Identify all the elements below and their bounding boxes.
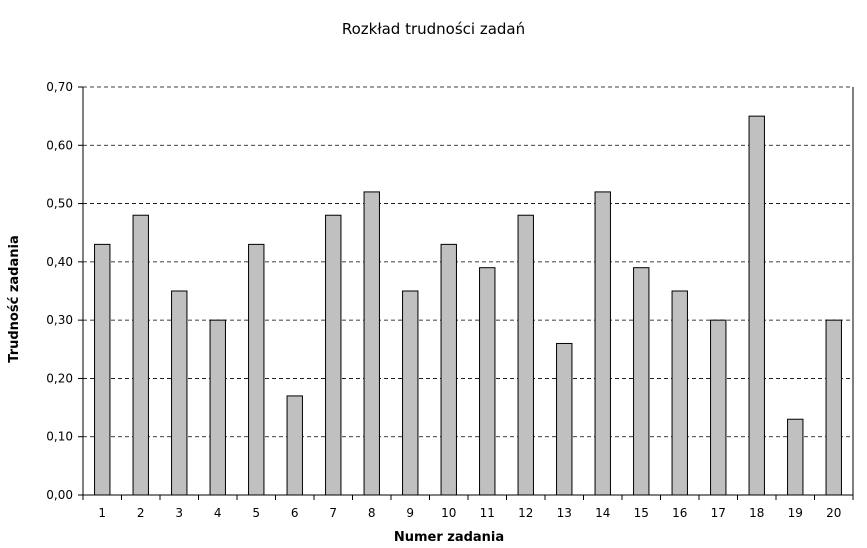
bars xyxy=(94,115,842,496)
y-tick-label: 0,10 xyxy=(46,430,73,444)
bar xyxy=(209,319,226,496)
y-tick-label: 0,70 xyxy=(46,80,73,94)
x-tick-label: 13 xyxy=(557,506,572,520)
x-tick-label: 8 xyxy=(368,506,376,520)
bar xyxy=(517,214,534,496)
bar xyxy=(748,115,765,496)
bar xyxy=(556,342,573,496)
bar xyxy=(363,191,380,496)
x-tick-label: 14 xyxy=(595,506,610,520)
x-tick-label: 18 xyxy=(749,506,764,520)
x-tick-label: 4 xyxy=(214,506,222,520)
bar xyxy=(440,243,457,496)
x-tick-label: 1 xyxy=(98,506,106,520)
gridlines xyxy=(83,86,853,438)
bar xyxy=(671,290,688,496)
y-tick-label: 0,40 xyxy=(46,255,73,269)
y-axis-label: Trudność zadania xyxy=(7,235,22,362)
bar xyxy=(479,267,496,496)
x-tick-label: 11 xyxy=(480,506,495,520)
bar xyxy=(94,243,111,496)
y-tick-label: 0,50 xyxy=(46,197,73,211)
x-tick-label: 3 xyxy=(175,506,183,520)
x-tick-label: 6 xyxy=(291,506,299,520)
x-tick-label: 20 xyxy=(826,506,841,520)
bar xyxy=(787,418,804,496)
bar xyxy=(171,290,188,496)
x-tick-label: 12 xyxy=(518,506,533,520)
y-tick-label: 0,60 xyxy=(46,138,73,152)
x-tick-label: 16 xyxy=(672,506,687,520)
bar xyxy=(633,267,650,496)
x-axis-label: Numer zadania xyxy=(394,530,504,545)
y-tick-label: 0,20 xyxy=(46,371,73,385)
bar xyxy=(710,319,727,496)
bar xyxy=(325,214,342,496)
y-tick-label: 0,30 xyxy=(46,313,73,327)
bar xyxy=(132,214,149,496)
bar xyxy=(248,243,265,496)
x-tick-label: 5 xyxy=(252,506,260,520)
bar xyxy=(825,319,842,496)
y-tick-labels: 0,00 0,10 0,20 0,30 0,40 0,50 0,60 0,70 xyxy=(46,80,73,502)
x-tick-label: 7 xyxy=(329,506,337,520)
x-tick-label: 10 xyxy=(441,506,456,520)
y-tick-label: 0,00 xyxy=(46,488,73,502)
axes xyxy=(78,86,854,500)
x-tick-label: 9 xyxy=(406,506,414,520)
bar xyxy=(402,290,419,496)
x-tick-label: 2 xyxy=(137,506,145,520)
x-tick-label: 19 xyxy=(788,506,803,520)
x-tick-labels: 1 2 3 4 5 6 7 8 9 10 11 12 13 14 15 16 17 18 19 20 xyxy=(98,506,841,520)
x-tick-label: 15 xyxy=(634,506,649,520)
bar xyxy=(286,395,303,496)
x-tick-label: 17 xyxy=(711,506,726,520)
chart-title: Rozkład trudności zadań xyxy=(341,20,526,38)
bar xyxy=(594,191,611,496)
